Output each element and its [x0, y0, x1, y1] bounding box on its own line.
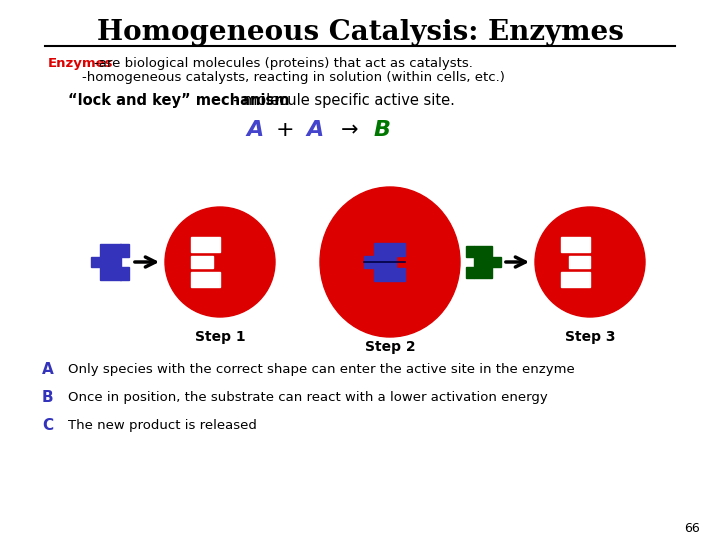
Bar [395, 243, 405, 256]
Text: 66: 66 [684, 522, 700, 535]
Text: A: A [307, 120, 323, 140]
Bar [466, 267, 474, 278]
Text: -are biological molecules (proteins) that act as catalysts.: -are biological molecules (proteins) tha… [94, 57, 473, 70]
Bar [466, 246, 474, 257]
Bar [562, 237, 590, 252]
Text: B: B [42, 390, 53, 406]
Bar [192, 237, 220, 252]
Text: →: → [341, 120, 359, 140]
Ellipse shape [320, 187, 460, 337]
Text: “lock and key” mechanism: “lock and key” mechanism [68, 92, 289, 107]
Bar [99, 244, 120, 280]
Bar [569, 256, 590, 268]
Bar [91, 256, 100, 267]
Bar [364, 256, 374, 268]
Text: A: A [246, 120, 264, 140]
Text: Enzymes: Enzymes [48, 57, 114, 70]
Bar [374, 243, 396, 281]
Bar [395, 268, 405, 281]
Bar [120, 267, 129, 280]
Bar [562, 272, 590, 287]
Bar [192, 272, 220, 287]
Bar [120, 244, 129, 256]
Text: The new product is released: The new product is released [68, 420, 257, 433]
Text: Only species with the correct shape can enter the active site in the enzyme: Only species with the correct shape can … [68, 363, 575, 376]
Text: -homogeneous catalysts, reacting in solution (within cells, etc.): -homogeneous catalysts, reacting in solu… [48, 71, 505, 84]
Circle shape [535, 207, 645, 317]
Text: Homogeneous Catalysis: Enzymes: Homogeneous Catalysis: Enzymes [96, 18, 624, 45]
Text: A: A [42, 362, 54, 377]
Bar [192, 256, 213, 268]
Text: Step 3: Step 3 [564, 330, 616, 344]
Text: C: C [42, 418, 53, 434]
Text: Step 2: Step 2 [365, 340, 415, 354]
Text: - molecule specific active site.: - molecule specific active site. [233, 92, 455, 107]
Bar [474, 246, 492, 278]
Text: +: + [276, 120, 294, 140]
Circle shape [165, 207, 275, 317]
Text: Step 1: Step 1 [194, 330, 246, 344]
Text: B: B [374, 120, 390, 140]
Bar [492, 257, 500, 267]
Text: Once in position, the substrate can react with a lower activation energy: Once in position, the substrate can reac… [68, 392, 548, 404]
